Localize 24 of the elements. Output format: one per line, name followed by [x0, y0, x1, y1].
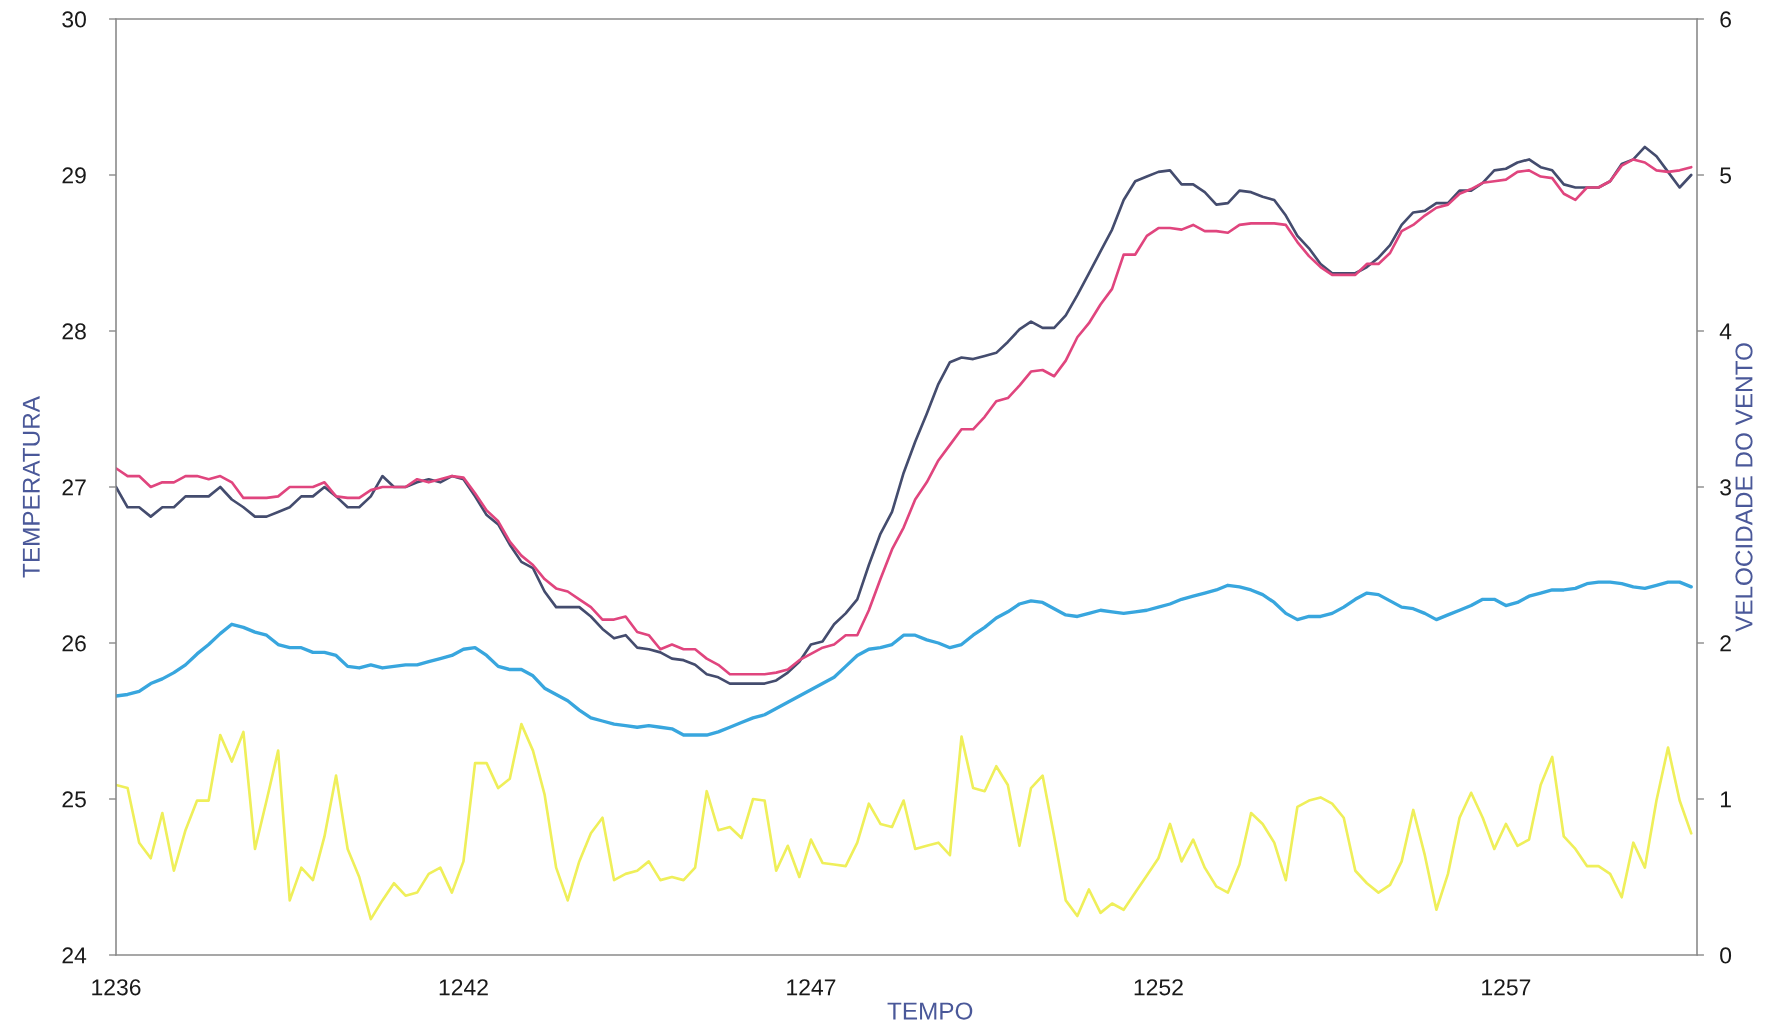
- line-series: [116, 580, 1693, 737]
- y-axis-title: TEMPERATURA: [22, 396, 40, 578]
- x-tick-label: 1242: [439, 979, 488, 996]
- y2-tick-label: 3: [1720, 479, 1731, 496]
- y-tick-label: 24: [62, 947, 87, 964]
- y2-tick-label: 4: [1719, 323, 1732, 340]
- y-tick-label: 30: [62, 11, 86, 28]
- x-tick-label: 1252: [1134, 979, 1183, 996]
- x-tick-label: 1247: [787, 979, 836, 996]
- y-tick-label: 25: [62, 791, 86, 808]
- y2-tick-label: 1: [1720, 791, 1731, 808]
- y2-tick-label: 5: [1720, 167, 1732, 184]
- line-series: [116, 722, 1693, 921]
- x-tick-label: 1236: [92, 979, 141, 996]
- y2-tick-label: 6: [1720, 11, 1731, 28]
- y-tick-label: 28: [62, 323, 86, 340]
- y-tick-label: 29: [62, 167, 86, 184]
- y2-axis-title: VELOCIDADE DO VENTO: [1735, 343, 1753, 632]
- x-tick-label: 1257: [1482, 979, 1531, 996]
- x-axis-title: TEMPO: [887, 1002, 973, 1020]
- y-tick-label: 26: [62, 635, 86, 652]
- y2-tick-label: 2: [1720, 635, 1731, 652]
- y-tick-label: 27: [62, 479, 86, 496]
- y2-tick-label: 0: [1720, 947, 1732, 964]
